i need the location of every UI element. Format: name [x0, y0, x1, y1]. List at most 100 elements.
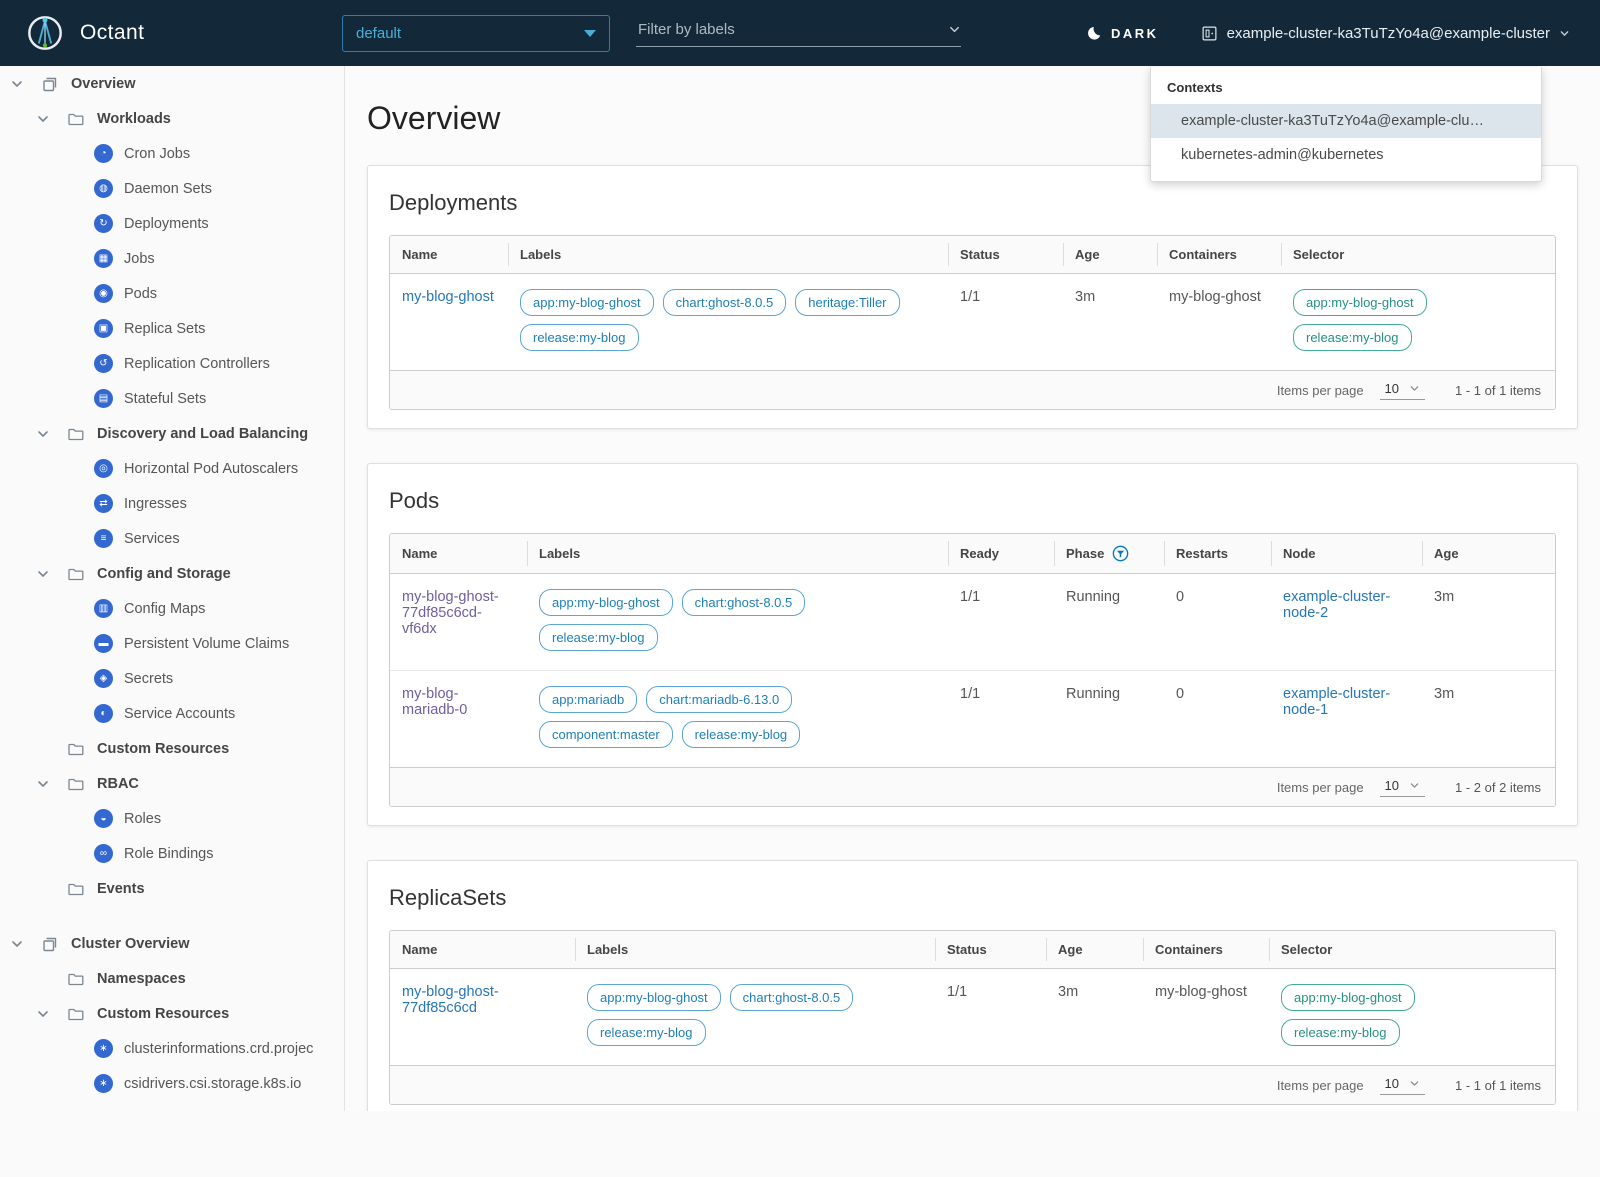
chevron-down-icon[interactable]: [948, 23, 961, 36]
name-link[interactable]: my-blog-ghost-77df85c6cd: [402, 984, 499, 1016]
name-link[interactable]: my-blog-ghost-77df85c6cd-vf6dx: [402, 589, 499, 637]
sidebar-item-jobs[interactable]: ▦ Jobs: [0, 241, 344, 276]
column-header-label: Labels: [587, 942, 629, 957]
layout: Overview Workloads ◔ Cron Jobs ◍ Daemon Sets ↻…: [0, 66, 1600, 1111]
selector-badge[interactable]: app:my-blog-ghost: [1281, 984, 1415, 1011]
sidebar-item-label: Config Maps: [124, 600, 206, 617]
label-badge[interactable]: app:mariadb: [539, 686, 638, 713]
persistent-volume-claims-icon: ▬: [94, 634, 113, 653]
sidebar-item-secrets[interactable]: ◈ Secrets: [0, 661, 344, 696]
chevron-down-icon[interactable]: [36, 777, 50, 791]
sidebar-item-label: Role Bindings: [124, 845, 214, 862]
sidebar-item-events[interactable]: Events: [0, 871, 344, 906]
context-dropdown: Contexts example-cluster-ka3TuTzYo4a@exa…: [1150, 67, 1542, 182]
namespace-select[interactable]: default: [342, 14, 610, 52]
theme-toggle-button[interactable]: DARK: [1085, 25, 1159, 42]
label-badge[interactable]: release:my-blog: [681, 721, 801, 748]
cell-ready: 1/1: [948, 573, 1054, 671]
sidebar-item-replica-sets[interactable]: ▣ Replica Sets: [0, 311, 344, 346]
sidebar-item-discovery-and-load-balancing[interactable]: Discovery and Load Balancing: [0, 416, 344, 451]
label-badge[interactable]: chart:ghost-8.0.5: [729, 984, 854, 1011]
chevron-down-icon[interactable]: [36, 427, 50, 441]
sidebar-item-service-accounts[interactable]: ◐ Service Accounts: [0, 696, 344, 731]
filter-labels-input[interactable]: [636, 19, 948, 39]
sidebar-item-role-bindings[interactable]: ∞ Role Bindings: [0, 836, 344, 871]
namespace-select-value: default: [356, 24, 402, 42]
label-badge[interactable]: chart:mariadb-6.13.0: [646, 686, 793, 713]
page-size-select[interactable]: 10: [1379, 1076, 1426, 1095]
column-header-containers: Containers: [1143, 931, 1269, 969]
sidebar-item-ingresses[interactable]: ⇄ Ingresses: [0, 486, 344, 521]
page-size-select[interactable]: 10: [1379, 381, 1426, 400]
context-selector-button[interactable]: example-cluster-ka3TuTzYo4a@example-clus…: [1201, 25, 1570, 42]
context-option[interactable]: example-cluster-ka3TuTzYo4a@example-clu…: [1151, 104, 1541, 138]
sidebar-item-label: Secrets: [124, 670, 174, 687]
sidebar-item-config-maps[interactable]: ▥ Config Maps: [0, 591, 344, 626]
label-badge[interactable]: chart:ghost-8.0.5: [662, 289, 787, 316]
cell-node: example-cluster-node-2: [1271, 573, 1422, 671]
sidebar-item-replication-controllers[interactable]: ↺ Replication Controllers: [0, 346, 344, 381]
selector-badge[interactable]: app:my-blog-ghost: [1293, 289, 1427, 316]
cell-text: 0: [1176, 589, 1185, 605]
selector-badge[interactable]: release:my-blog: [1293, 324, 1412, 351]
sidebar-item-stateful-sets[interactable]: ▤ Stateful Sets: [0, 381, 344, 416]
sidebar-item-roles[interactable]: ◒ Roles: [0, 801, 344, 836]
cell-status: 1/1: [948, 274, 1063, 371]
column-header-phase: Phase: [1054, 534, 1164, 574]
sidebar-item-namespaces[interactable]: Namespaces: [0, 961, 344, 996]
label-badge[interactable]: release:my-blog: [587, 1019, 706, 1046]
sidebar-item-pods[interactable]: ◉ Pods: [0, 276, 344, 311]
cell-text: my-blog-ghost: [1169, 289, 1261, 305]
label-badge[interactable]: app:my-blog-ghost: [539, 589, 673, 616]
brand: Octant: [26, 14, 342, 52]
column-header-status: Status: [948, 236, 1063, 274]
sidebar-item-clusterinformations-crd-projec[interactable]: ∗ clusterinformations.crd.projec: [0, 1031, 344, 1066]
sidebar-item-services[interactable]: ≡ Services: [0, 521, 344, 556]
caret-down-icon: [584, 29, 596, 37]
sidebar-item-persistent-volume-claims[interactable]: ▬ Persistent Volume Claims: [0, 626, 344, 661]
label-badge[interactable]: chart:ghost-8.0.5: [681, 589, 806, 616]
items-per-page-label: Items per page: [1276, 382, 1364, 398]
sidebar-item-cron-jobs[interactable]: ◔ Cron Jobs: [0, 136, 344, 171]
folder-icon: [66, 1004, 86, 1024]
sidebar-item-custom-resources[interactable]: Custom Resources: [0, 731, 344, 766]
label-badge[interactable]: heritage:Tiller: [795, 289, 900, 316]
sidebar-item-config-and-storage[interactable]: Config and Storage: [0, 556, 344, 591]
sidebar-item-overview[interactable]: Overview: [0, 66, 344, 101]
sidebar-item-label: Custom Resources: [97, 740, 230, 757]
sidebar-item-csidrivers-csi-storage-k8s-io[interactable]: ∗ csidrivers.csi.storage.k8s.io: [0, 1066, 344, 1101]
node-link[interactable]: example-cluster-node-2: [1283, 589, 1391, 621]
page-size-select[interactable]: 10: [1379, 778, 1426, 797]
label-badge[interactable]: component:master: [539, 721, 673, 748]
name-link[interactable]: my-blog-ghost: [402, 289, 494, 305]
sidebar-item-cluster-overview[interactable]: Cluster Overview: [0, 926, 344, 961]
name-link[interactable]: my-blog-mariadb-0: [402, 686, 468, 718]
chevron-down-icon[interactable]: [36, 567, 50, 581]
items-per-page-label: Items per page: [1276, 1077, 1364, 1093]
chevron-down-icon[interactable]: [10, 937, 24, 951]
sidebar-item-horizontal-pod-autoscalers[interactable]: ◎ Horizontal Pod Autoscalers: [0, 451, 344, 486]
selector-badge[interactable]: release:my-blog: [1281, 1019, 1400, 1046]
label-badge[interactable]: release:my-blog: [520, 324, 639, 351]
filter-icon[interactable]: [1112, 545, 1129, 562]
sidebar-item-workloads[interactable]: Workloads: [0, 101, 344, 136]
items-per-page-label: Items per page: [1276, 779, 1364, 795]
label-badge[interactable]: release:my-blog: [539, 624, 658, 651]
sidebar-item-custom-resources[interactable]: Custom Resources: [0, 996, 344, 1031]
column-header-label: Restarts: [1176, 546, 1229, 561]
sidebar-item-deployments[interactable]: ↻ Deployments: [0, 206, 344, 241]
chevron-down-icon[interactable]: [36, 112, 50, 126]
label-badge[interactable]: app:my-blog-ghost: [520, 289, 654, 316]
label-badge[interactable]: app:my-blog-ghost: [587, 984, 721, 1011]
chevron-down-icon[interactable]: [36, 1007, 50, 1021]
context-option[interactable]: kubernetes-admin@kubernetes: [1181, 147, 1384, 163]
column-header-label: Age: [1058, 942, 1083, 957]
sidebar-item-label: Persistent Volume Claims: [124, 635, 290, 652]
node-link[interactable]: example-cluster-node-1: [1283, 686, 1391, 718]
replicasets-datagrid: Name Labels Status Age Containers Selector my-…: [389, 930, 1556, 1105]
deployments-datagrid: Name Labels Status Age Containers Selector my-…: [389, 235, 1556, 410]
chevron-down-icon[interactable]: [10, 77, 24, 91]
pagination-footer: Items per page 10 1 - 1 of 1 items: [390, 370, 1555, 409]
sidebar-item-daemon-sets[interactable]: ◍ Daemon Sets: [0, 171, 344, 206]
sidebar-item-rbac[interactable]: RBAC: [0, 766, 344, 801]
